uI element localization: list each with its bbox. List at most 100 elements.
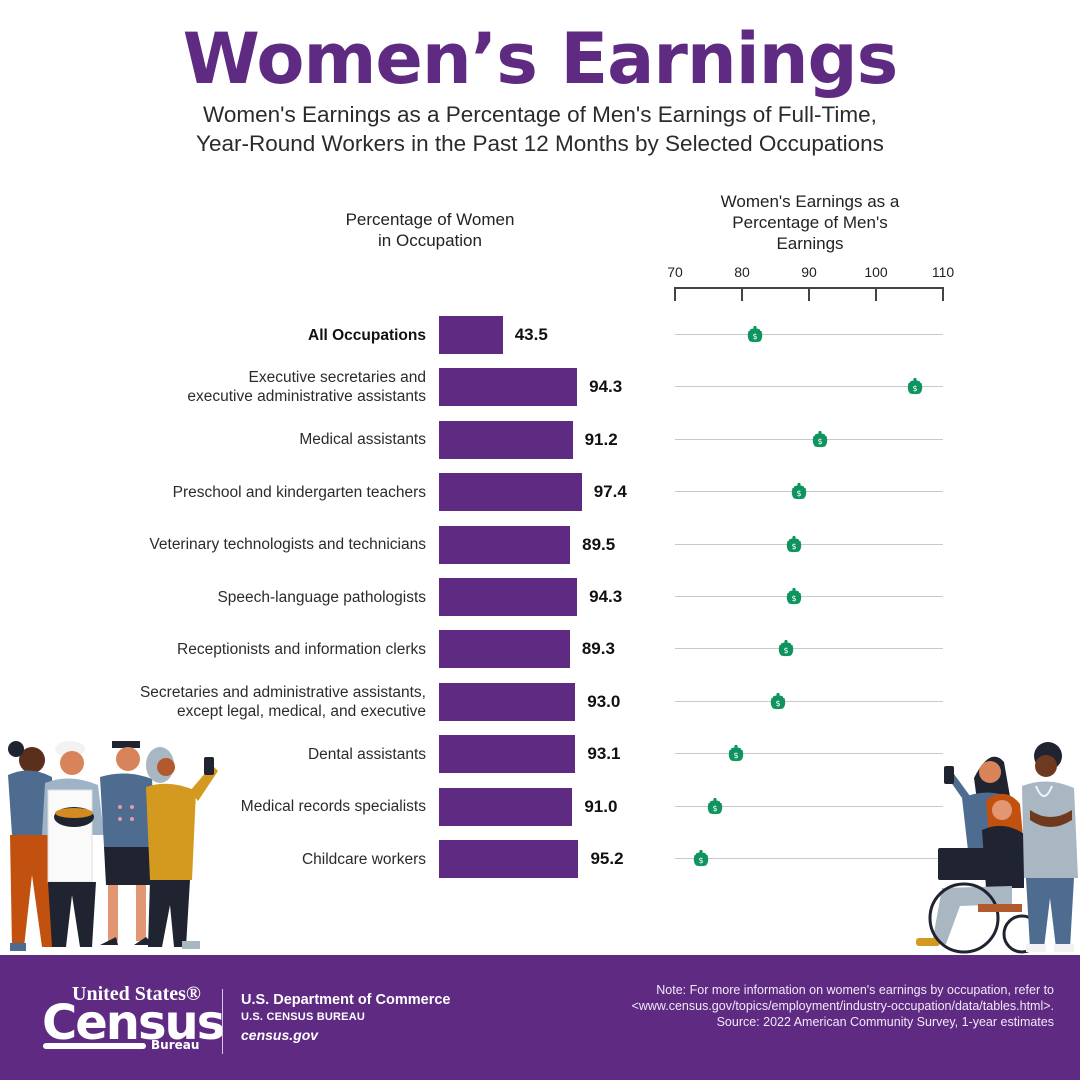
axis-tick-mark bbox=[741, 287, 743, 301]
occupation-label: Medical assistants bbox=[299, 420, 426, 460]
pct-women-bar bbox=[439, 735, 576, 774]
page-subtitle: Women's Earnings as a Percentage of Men'… bbox=[0, 100, 1080, 158]
pct-women-value: 93.0 bbox=[587, 691, 621, 711]
purse-icon: $ bbox=[812, 430, 827, 447]
women-workers-illustration-right bbox=[916, 742, 1078, 954]
pct-women-bar bbox=[439, 578, 578, 616]
logo-underline bbox=[43, 1043, 146, 1049]
chart-row: Childcare workers 95.2 $ bbox=[0, 839, 1080, 879]
occupation-label-line-1: Speech-language pathologists bbox=[217, 588, 426, 606]
subtitle-line-1: Women's Earnings as a Percentage of Men'… bbox=[203, 102, 877, 127]
page-title: Women’s Earnings bbox=[182, 18, 899, 100]
chart-row: Veterinary technologists and technicians… bbox=[0, 525, 1080, 565]
chart-row: Speech-language pathologists 94.3 $ bbox=[0, 577, 1080, 617]
women-workers-illustration-left bbox=[8, 741, 218, 951]
occupation-label: Executive secretaries and executive admin… bbox=[187, 367, 426, 407]
footer-divider bbox=[222, 989, 223, 1054]
purse-icon: $ bbox=[770, 692, 786, 709]
chart-row: Executive secretaries and executive admin… bbox=[0, 367, 1080, 407]
purse-icon: $ bbox=[787, 535, 802, 552]
pct-women-bar bbox=[439, 840, 579, 878]
bureau-name: U.S. CENSUS BUREAU bbox=[241, 1011, 366, 1023]
pct-women-value: 43.5 bbox=[514, 325, 548, 344]
earnings-column-heading: Women's Earnings as a Percentage of Men'… bbox=[680, 191, 940, 254]
purse-icon: $ bbox=[728, 745, 744, 762]
logo-bureau: Bureau bbox=[151, 1038, 200, 1052]
subtitle-line-2: Year-Round Workers in the Past 12 Months… bbox=[196, 131, 884, 156]
svg-text:$: $ bbox=[699, 856, 704, 865]
census-gov-link[interactable]: census.gov bbox=[241, 1027, 319, 1043]
occupation-label: Speech-language pathologists bbox=[217, 577, 426, 617]
occupation-label: Childcare workers bbox=[302, 839, 426, 879]
purse-icon: $ bbox=[791, 483, 807, 500]
purse-icon: $ bbox=[748, 325, 763, 343]
earnings-track-line bbox=[675, 386, 943, 388]
earnings-axis: 70 80 90 100 110 bbox=[667, 264, 954, 304]
axis-tick-mark bbox=[674, 287, 676, 301]
svg-text:$: $ bbox=[796, 489, 801, 498]
earnings-track-line bbox=[675, 596, 943, 597]
source-note: Note: For more information on women's ea… bbox=[632, 982, 1054, 1030]
occupation-label-line-1: Receptionists and information clerks bbox=[177, 640, 426, 658]
earnings-track-line bbox=[675, 805, 943, 807]
earnings-track-line bbox=[675, 334, 943, 335]
occupation-label: Receptionists and information clerks bbox=[177, 629, 426, 669]
pct-women-value: 89.5 bbox=[582, 534, 616, 554]
purse-icon: $ bbox=[907, 378, 923, 395]
axis-tick-label: 100 bbox=[864, 264, 888, 280]
pct-women-bar bbox=[439, 630, 570, 669]
earnings-track-line bbox=[675, 491, 943, 493]
chart-row: Dental assistants 93.1 $ bbox=[0, 734, 1080, 774]
pct-women-bar bbox=[439, 473, 582, 512]
earnings-column-heading-line-1: Women's Earnings as a bbox=[720, 192, 900, 211]
purse-icon: $ bbox=[778, 640, 794, 657]
bar-column-heading-line-2: in Occupation bbox=[378, 231, 482, 250]
census-bureau-logo[interactable]: United States® Census Bureau bbox=[40, 983, 225, 1055]
purse-icon: $ bbox=[787, 587, 802, 605]
source-line: Source: 2022 American Community Survey, … bbox=[716, 1015, 1054, 1029]
occupation-label-line-2: executive administrative assistants bbox=[187, 388, 426, 406]
pct-women-value: 94.3 bbox=[589, 377, 623, 397]
svg-text:$: $ bbox=[817, 437, 822, 446]
svg-text:$: $ bbox=[733, 751, 738, 760]
occupation-label-line-1: Medical assistants bbox=[299, 431, 426, 449]
svg-text:$: $ bbox=[912, 385, 917, 394]
earnings-track-line bbox=[675, 700, 943, 702]
chart-row: Preschool and kindergarten teachers 97.4 $ bbox=[0, 472, 1080, 512]
occupation-label: All Occupations bbox=[308, 315, 426, 355]
chart-row: All Occupations 43.5 $ bbox=[0, 315, 1080, 355]
note-url-link[interactable]: <www.census.gov/topics/employment/indust… bbox=[631, 999, 1054, 1013]
earnings-track-line bbox=[675, 753, 943, 755]
pct-women-bar bbox=[439, 787, 573, 826]
earnings-column-heading-line-3: Earnings bbox=[776, 234, 844, 253]
svg-text:$: $ bbox=[792, 542, 797, 551]
pct-women-value: 91.0 bbox=[584, 796, 618, 816]
pct-women-value: 91.2 bbox=[584, 429, 618, 449]
bar-column-heading-line-1: Percentage of Women bbox=[345, 210, 515, 229]
footer: United States® Census Bureau U.S. Depart… bbox=[0, 955, 1080, 1080]
svg-text:$: $ bbox=[792, 594, 797, 603]
purse-icon: $ bbox=[707, 797, 723, 814]
occupation-label: Dental assistants bbox=[308, 734, 426, 774]
axis-tick-label: 80 bbox=[734, 264, 750, 280]
axis-tick-mark bbox=[875, 287, 877, 301]
occupation-label-line-1: Preschool and kindergarten teachers bbox=[172, 483, 426, 501]
pct-women-value: 94.3 bbox=[589, 587, 623, 606]
occupation-label-line-1: Executive secretaries and bbox=[248, 369, 426, 387]
svg-text:$: $ bbox=[753, 332, 758, 341]
earnings-column-heading-line-2: Percentage of Men's bbox=[732, 213, 888, 232]
earnings-track-line bbox=[675, 438, 943, 440]
pct-women-value: 97.4 bbox=[593, 482, 627, 502]
chart-row: Medical records specialists 91.0 $ bbox=[0, 787, 1080, 827]
pct-women-bar bbox=[439, 368, 578, 407]
occupation-label: Veterinary technologists and technicians bbox=[149, 525, 426, 565]
svg-text:$: $ bbox=[776, 699, 781, 708]
pct-women-value: 89.3 bbox=[581, 639, 615, 659]
occupation-label-line-1: All Occupations bbox=[308, 326, 426, 344]
occupation-label-line-1: Dental assistants bbox=[307, 745, 426, 763]
occupation-label: Secretaries and administrative assistant… bbox=[140, 682, 426, 722]
axis-tick-label: 90 bbox=[801, 264, 817, 280]
department-name: U.S. Department of Commerce bbox=[241, 992, 451, 1008]
chart-row: Medical assistants 91.2 $ bbox=[0, 420, 1080, 460]
occupation-label: Preschool and kindergarten teachers bbox=[173, 472, 426, 512]
